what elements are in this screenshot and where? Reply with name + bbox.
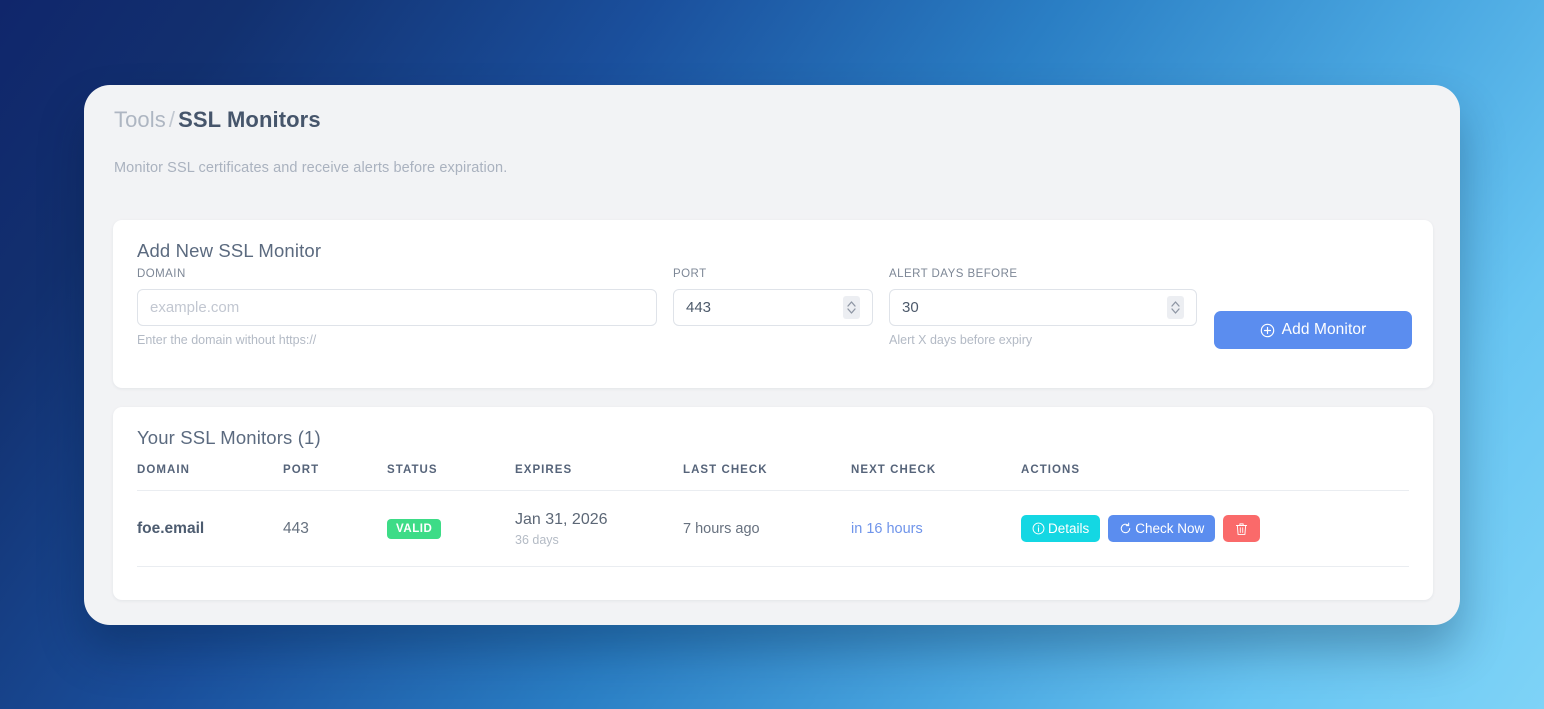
add-monitor-panel: Add New SSL Monitor DOMAIN Enter the dom… — [113, 220, 1433, 388]
add-monitor-title: Add New SSL Monitor — [137, 240, 322, 261]
alert-days-label: ALERT DAYS BEFORE — [889, 268, 1018, 280]
cell-next-check: in 16 hours — [851, 490, 1021, 567]
alert-days-input[interactable] — [889, 289, 1197, 326]
plus-circle-icon — [1260, 323, 1274, 337]
details-button[interactable]: Details — [1021, 515, 1101, 542]
cell-last-check: 7 hours ago — [683, 490, 851, 567]
table-header-row: DOMAIN PORT STATUS EXPIRES LAST CHECK NE… — [137, 464, 1409, 491]
table-row: foe.email 443 VALID Jan 31, 2026 36 days… — [137, 490, 1409, 567]
page-title: SSL Monitors — [178, 107, 321, 132]
page-subtitle: Monitor SSL certificates and receive ale… — [114, 160, 508, 176]
port-stepper[interactable] — [843, 296, 860, 319]
page-card: Tools / SSL Monitors Monitor SSL certifica… — [84, 85, 1460, 625]
alert-days-hint: Alert X days before expiry — [889, 333, 1033, 347]
refresh-icon — [1121, 522, 1131, 534]
domain-input[interactable] — [137, 289, 657, 326]
cell-port: 443 — [283, 490, 387, 567]
monitors-title: Your SSL Monitors (1) — [137, 427, 321, 448]
breadcrumb: Tools / SSL Monitors — [114, 107, 321, 133]
monitors-panel: Your SSL Monitors (1) DOMAIN PORT STATUS… — [113, 407, 1433, 600]
port-label: PORT — [673, 268, 707, 280]
chevron-up-icon — [847, 301, 856, 307]
breadcrumb-root[interactable]: Tools — [114, 107, 166, 132]
chevron-up-icon — [1171, 301, 1180, 307]
column-header-port: PORT — [283, 464, 387, 491]
check-now-label: Check Now — [1135, 521, 1205, 536]
add-monitor-label: Add Monitor — [1281, 321, 1367, 338]
chevron-down-icon — [847, 308, 856, 314]
column-header-next-check: NEXT CHECK — [851, 464, 1021, 491]
cell-actions: Details Check Now — [1021, 490, 1409, 567]
chevron-down-icon — [1171, 308, 1180, 314]
cell-domain: foe.email — [137, 490, 283, 567]
trash-icon — [1236, 522, 1248, 535]
details-label: Details — [1048, 521, 1090, 536]
column-header-last-check: LAST CHECK — [683, 464, 851, 491]
breadcrumb-separator: / — [168, 107, 176, 132]
check-now-button[interactable]: Check Now — [1108, 515, 1216, 542]
port-input[interactable] — [673, 289, 873, 326]
expires-date: Jan 31, 2026 — [515, 511, 608, 528]
expires-days-remaining: 36 days — [515, 533, 559, 547]
column-header-expires: EXPIRES — [515, 464, 683, 491]
alert-days-stepper[interactable] — [1167, 296, 1184, 319]
cell-status: VALID — [387, 490, 515, 567]
delete-button[interactable] — [1223, 515, 1261, 542]
action-button-group: Details Check Now — [1021, 515, 1409, 542]
monitors-table: DOMAIN PORT STATUS EXPIRES LAST CHECK NE… — [137, 464, 1409, 567]
info-circle-icon — [1032, 522, 1045, 535]
domain-label: DOMAIN — [137, 268, 186, 280]
cell-expires: Jan 31, 2026 36 days — [515, 490, 683, 567]
add-monitor-button[interactable]: Add Monitor — [1214, 311, 1412, 349]
domain-hint: Enter the domain without https:// — [137, 333, 317, 347]
column-header-actions: ACTIONS — [1021, 464, 1409, 491]
column-header-domain: DOMAIN — [137, 464, 283, 491]
column-header-status: STATUS — [387, 464, 515, 491]
status-badge: VALID — [387, 518, 442, 539]
